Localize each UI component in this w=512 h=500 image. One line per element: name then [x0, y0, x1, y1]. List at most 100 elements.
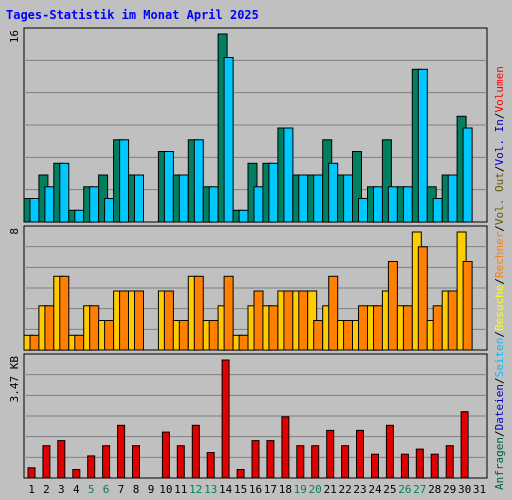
x-tick-label: 9: [148, 483, 155, 496]
bar-volumen: [191, 424, 200, 479]
x-tick-label: 12: [189, 483, 202, 496]
legend-separator: /: [493, 278, 506, 285]
bar-rechner: [193, 275, 204, 351]
bar-seiten: [104, 198, 115, 223]
bar-seiten: [223, 57, 234, 223]
x-tick-label: 17: [264, 483, 277, 496]
bar-rechner: [74, 334, 85, 351]
y-max-label: 8: [8, 228, 21, 235]
bar-seiten: [89, 186, 100, 223]
bar-anfragen: [381, 139, 392, 223]
bar-volumen: [42, 445, 51, 479]
bar-seiten: [74, 209, 85, 223]
legend-separator: /: [493, 225, 506, 232]
bar-rechner: [328, 275, 339, 351]
bar-volumen: [57, 440, 66, 479]
panel-requests: 16: [8, 27, 488, 223]
bar-volumen: [371, 453, 379, 479]
bar-rechner: [89, 305, 100, 351]
bar-seiten: [432, 198, 443, 223]
bar-volumen: [72, 469, 81, 479]
bar-volumen: [87, 455, 96, 479]
bar-volumen: [102, 445, 111, 479]
panel-volume: 3.47 KB: [8, 353, 488, 479]
bar-seiten: [462, 127, 473, 223]
x-tick-label: 31: [473, 483, 486, 496]
bar-seiten: [178, 174, 189, 223]
bar-volumen: [251, 440, 260, 479]
x-tick-label: 27: [413, 483, 426, 496]
bar-rechner: [462, 261, 473, 351]
x-tick-label: 23: [353, 483, 366, 496]
bar-seiten: [343, 174, 354, 223]
bar-rechner: [343, 320, 354, 351]
bar-rechner: [29, 334, 40, 351]
bar-rechner: [59, 275, 70, 351]
x-tick-label: 7: [118, 483, 125, 496]
bar-rechner: [298, 290, 309, 351]
right-legend: Anfragen/Dateien/Seiten/Besuche/Rechner/…: [493, 66, 506, 490]
bar-seiten: [402, 186, 413, 223]
x-tick-label: 1: [28, 483, 35, 496]
x-tick-label: 21: [324, 483, 337, 496]
bar-rechner: [119, 290, 130, 351]
x-tick-label: 26: [398, 483, 411, 496]
x-tick-label: 29: [443, 483, 456, 496]
bar-volumen: [236, 469, 245, 479]
legend-item: Seiten: [493, 338, 506, 378]
bar-seiten: [29, 198, 40, 223]
bar-volumen: [221, 359, 230, 479]
bar-rechner: [134, 290, 144, 351]
bar-seiten: [193, 139, 204, 223]
bar-seiten: [283, 127, 294, 223]
bar-volumen: [460, 411, 469, 479]
bar-seiten: [163, 151, 174, 223]
bar-rechner: [313, 320, 324, 351]
x-tick-label: 13: [204, 483, 217, 496]
bar-seiten: [298, 174, 309, 223]
bar-volumen: [341, 445, 350, 479]
legend-separator: /: [493, 112, 506, 119]
bar-seiten: [268, 162, 279, 223]
bar-volumen: [176, 445, 185, 479]
x-tick-label: 15: [234, 483, 247, 496]
x-tick-label: 10: [159, 483, 172, 496]
bar-volumen: [27, 467, 36, 479]
bar-volumen: [132, 445, 140, 479]
bar-seiten: [447, 174, 458, 223]
x-tick-label: 25: [383, 483, 396, 496]
x-tick-label: 2: [43, 483, 50, 496]
bar-volumen: [415, 448, 424, 479]
x-tick-label: 18: [279, 483, 292, 496]
bar-rechner: [447, 290, 458, 351]
bar-seiten: [59, 162, 70, 223]
legend-item: Volumen: [493, 66, 506, 112]
bar-rechner: [178, 320, 189, 351]
legend-item: Dateien: [493, 384, 506, 430]
bar-volumen: [281, 416, 290, 479]
legend-separator: /: [493, 377, 506, 384]
bar-rechner: [223, 275, 234, 351]
bar-seiten: [373, 186, 383, 223]
x-tick-label: 19: [294, 483, 307, 496]
x-tick-label: 8: [133, 483, 140, 496]
bar-rechner: [253, 290, 264, 351]
bar-rechner: [268, 305, 279, 351]
bar-volumen: [356, 429, 364, 479]
bar-seiten: [253, 186, 264, 223]
x-tick-label: 3: [58, 483, 65, 496]
bar-volumen: [385, 424, 394, 479]
bar-volumen: [206, 452, 215, 479]
bar-volumen: [311, 445, 320, 479]
bar-rechner: [387, 261, 398, 351]
x-tick-label: 28: [428, 483, 441, 496]
bar-volumen: [400, 453, 409, 479]
legend-text: Anfragen/Dateien/Seiten/Besuche/Rechner/…: [493, 66, 506, 490]
bar-seiten: [44, 186, 55, 223]
x-tick-label: 16: [249, 483, 262, 496]
legend-item: Besuche: [493, 285, 506, 331]
bar-seiten: [328, 162, 339, 223]
bar-anfragen: [352, 151, 362, 223]
chart-title: Tages-Statistik im Monat April 2025: [6, 8, 259, 22]
